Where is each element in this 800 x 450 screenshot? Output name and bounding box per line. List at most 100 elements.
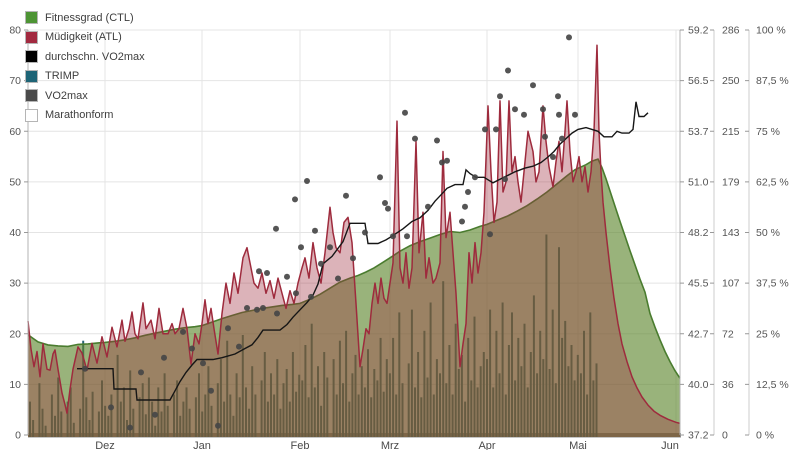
vo2max-dot [335, 275, 341, 282]
legend-item: VO2max [25, 86, 145, 106]
axis-tick-label: 143 [722, 227, 740, 239]
vo2max-dot [542, 133, 548, 140]
vo2max-dot [482, 126, 488, 133]
axis-tick-label: 80 [9, 25, 21, 37]
vo2max-dot [189, 345, 195, 352]
month-label: Mai [569, 440, 587, 450]
legend-item: TRIMP [25, 67, 145, 87]
legend-item: Fitnessgrad (CTL) [25, 8, 145, 28]
axis-tick-label: 53.7 [688, 126, 709, 138]
month-label: Apr [478, 440, 495, 450]
atl-area-series [28, 45, 680, 437]
legend-swatch-icon [25, 50, 38, 64]
vo2max-dot [540, 106, 546, 113]
vo2max-dot [472, 174, 478, 181]
legend-swatch-icon [25, 30, 38, 44]
axis-tick-label: 0 [722, 430, 728, 442]
vo2max-dot [434, 137, 440, 144]
vo2max-dot [236, 343, 242, 350]
axis-tick-label: 20 [9, 328, 21, 340]
vo2max-dot [152, 411, 158, 418]
axis-tick-label: 30 [9, 278, 21, 290]
vo2max-dot [425, 203, 431, 210]
avg-vo2max-line [77, 101, 649, 401]
axis-tick-label: 0 % [756, 430, 774, 442]
vo2max-dot [108, 404, 114, 411]
vo2max-dot [284, 273, 290, 280]
vo2max-dot [444, 157, 450, 164]
vo2max-dot [572, 111, 578, 118]
vo2max-dot [180, 328, 186, 335]
vo2max-dot [412, 135, 418, 142]
legend-item: Müdigkeit (ATL) [25, 28, 145, 48]
axis-tick-label: 75 % [756, 126, 780, 138]
axis-tick-label: 56.5 [688, 75, 709, 87]
vo2max-dot [559, 135, 565, 142]
vo2max-dot [377, 174, 383, 181]
vo2max-dot [462, 203, 468, 210]
vo2max-dot [82, 365, 88, 372]
vo2max-dot [292, 196, 298, 203]
vo2max-dot [127, 424, 133, 431]
axis-tick-label: 40.0 [688, 379, 709, 391]
legend-swatch-icon [25, 108, 38, 122]
vo2max-dot [502, 176, 508, 183]
vo2max-dot [390, 233, 396, 240]
axis-tick-label: 45.5 [688, 278, 709, 290]
vo2max-dot [260, 305, 266, 311]
chart-legend: Fitnessgrad (CTL) Müdigkeit (ATL) durchsch… [25, 8, 145, 125]
vo2max-dot [497, 93, 503, 100]
atl-line [27, 44, 681, 425]
axis-tick-label: 62,5 % [756, 176, 789, 188]
legend-swatch-icon [25, 69, 38, 83]
axis-tick-label: 37,5 % [756, 278, 789, 290]
legend-label: Fitnessgrad (CTL) [45, 11, 134, 24]
legend-label: TRIMP [45, 70, 80, 83]
legend-label: durchschn. VO2max [45, 50, 145, 63]
month-label: Feb [291, 440, 310, 450]
vo2max-dot [274, 310, 280, 317]
legend-swatch-icon [25, 89, 38, 103]
vo2max-dot [256, 268, 262, 275]
axis-tick-label: 37.2 [688, 430, 709, 442]
axis-tick-label: 40 [9, 227, 21, 239]
vo2max-dot [382, 200, 388, 206]
vo2max-dot [402, 109, 408, 116]
vo2max-dot [318, 260, 324, 267]
vo2max-dot [264, 270, 270, 276]
vo2max-dot [350, 255, 356, 262]
legend-item: Marathonform [25, 106, 145, 126]
vo2max-dot [530, 82, 536, 89]
axis-tick-label: 72 [722, 328, 734, 340]
vo2max-dot [556, 111, 562, 118]
ctl-area-series [28, 159, 680, 437]
legend-swatch-icon [25, 11, 38, 25]
vo2max-dot [385, 205, 391, 212]
axis-tick-label: 60 [9, 126, 21, 138]
legend-label: Müdigkeit (ATL) [45, 31, 122, 44]
vo2max-dot [505, 67, 511, 74]
vo2max-dot [566, 34, 572, 41]
vo2max-dot [215, 422, 221, 429]
vo2max-dot [304, 178, 310, 184]
legend-label: VO2max [45, 89, 88, 102]
axis-tick-label: 215 [722, 126, 740, 138]
month-label: Jun [661, 440, 679, 450]
legend-label: Marathonform [45, 109, 114, 122]
axis-tick-label: 51.0 [688, 176, 709, 188]
axis-tick-label: 0 [15, 430, 21, 442]
vo2max-dot [273, 225, 279, 232]
vo2max-dot [298, 244, 304, 251]
vo2max-dot [161, 354, 167, 361]
vo2max-dot [343, 192, 349, 199]
axis-tick-label: 250 [722, 75, 740, 87]
vo2max-dot [512, 106, 518, 113]
axis-tick-label: 70 [9, 75, 21, 87]
vo2max-dot [308, 293, 314, 300]
vo2max-dot [312, 227, 318, 234]
axis-tick-label: 42.7 [688, 328, 709, 340]
vo2max-dot [459, 218, 465, 225]
axis-tick-label: 59.2 [688, 25, 709, 37]
